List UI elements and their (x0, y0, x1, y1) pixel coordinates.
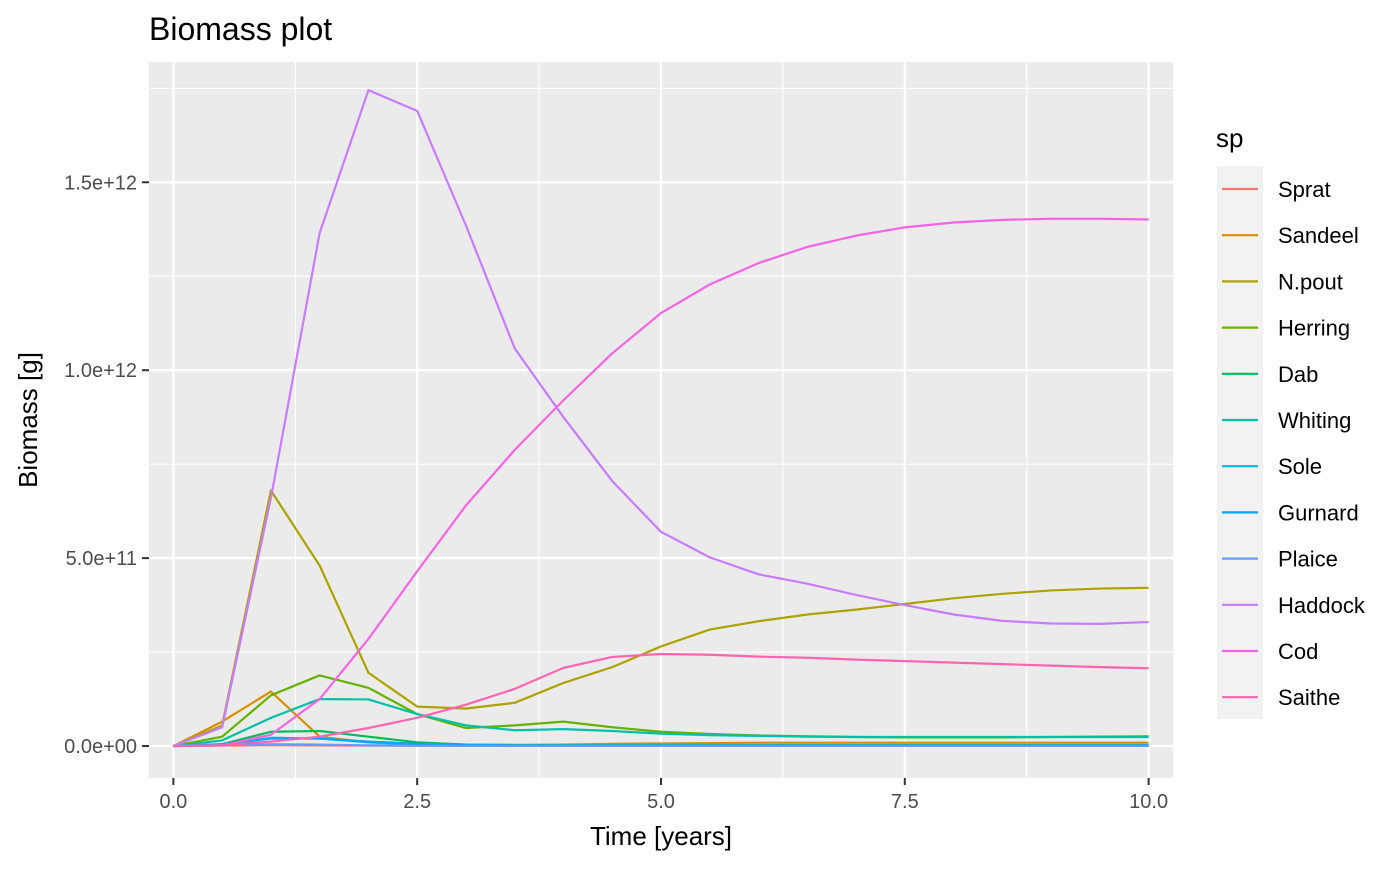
legend-items: Sprat Sandeel N.pout Herring Dab Whiting Sole G… (1222, 177, 1366, 710)
x-axis: 0.0 2.5 5.0 7.5 10.0 (159, 778, 1168, 813)
series-line-n-pout (172, 489, 1149, 748)
y-tick-label: 0.0e+00 (64, 736, 137, 758)
legend-keys-background (1217, 166, 1263, 719)
series-line-haddock (172, 89, 1149, 748)
legend-label-gurnard: Gurnard (1278, 500, 1359, 525)
x-tick-label: 5.0 (647, 791, 675, 813)
series-line-whiting (173, 697, 1149, 748)
x-tick-label: 10.0 (1129, 791, 1168, 813)
y-axis: 0.0e+00 5.0e+11 1.0e+12 1.5e+12 (64, 172, 149, 758)
legend-label-dab: Dab (1278, 362, 1318, 387)
chart-title: Biomass plot (149, 11, 332, 47)
legend-label-sprat: Sprat (1278, 177, 1331, 202)
y-tick-label: 5.0e+11 (66, 548, 137, 570)
series-line-cod (173, 217, 1149, 748)
legend-label-herring: Herring (1278, 316, 1350, 341)
series-line-plaice (173, 743, 1149, 748)
legend-label-plaice: Plaice (1278, 547, 1338, 572)
legend-label-whiting: Whiting (1278, 408, 1351, 433)
x-tick-label: 2.5 (403, 791, 431, 813)
x-tick-label: 0.0 (159, 791, 187, 813)
legend-title: sp (1216, 123, 1243, 153)
series-lines (172, 89, 1149, 748)
legend-label-sandeel: Sandeel (1278, 223, 1359, 248)
legend-label-haddock: Haddock (1278, 593, 1366, 618)
x-tick-label: 7.5 (891, 791, 919, 813)
legend-label-cod: Cod (1278, 639, 1318, 664)
legend: sp Sprat Sandeel N.pout Herring Dab Whiting So… (1216, 123, 1366, 719)
legend-label-sole: Sole (1278, 454, 1322, 479)
legend-label-n-pout: N.pout (1278, 269, 1343, 294)
series-line-saithe (173, 652, 1149, 748)
x-axis-label: Time [years] (590, 821, 732, 851)
y-tick-label: 1.0e+12 (64, 360, 137, 382)
y-axis-label: Biomass [g] (13, 352, 43, 488)
y-tick-label: 1.5e+12 (64, 172, 137, 194)
legend-label-saithe: Saithe (1278, 685, 1340, 710)
